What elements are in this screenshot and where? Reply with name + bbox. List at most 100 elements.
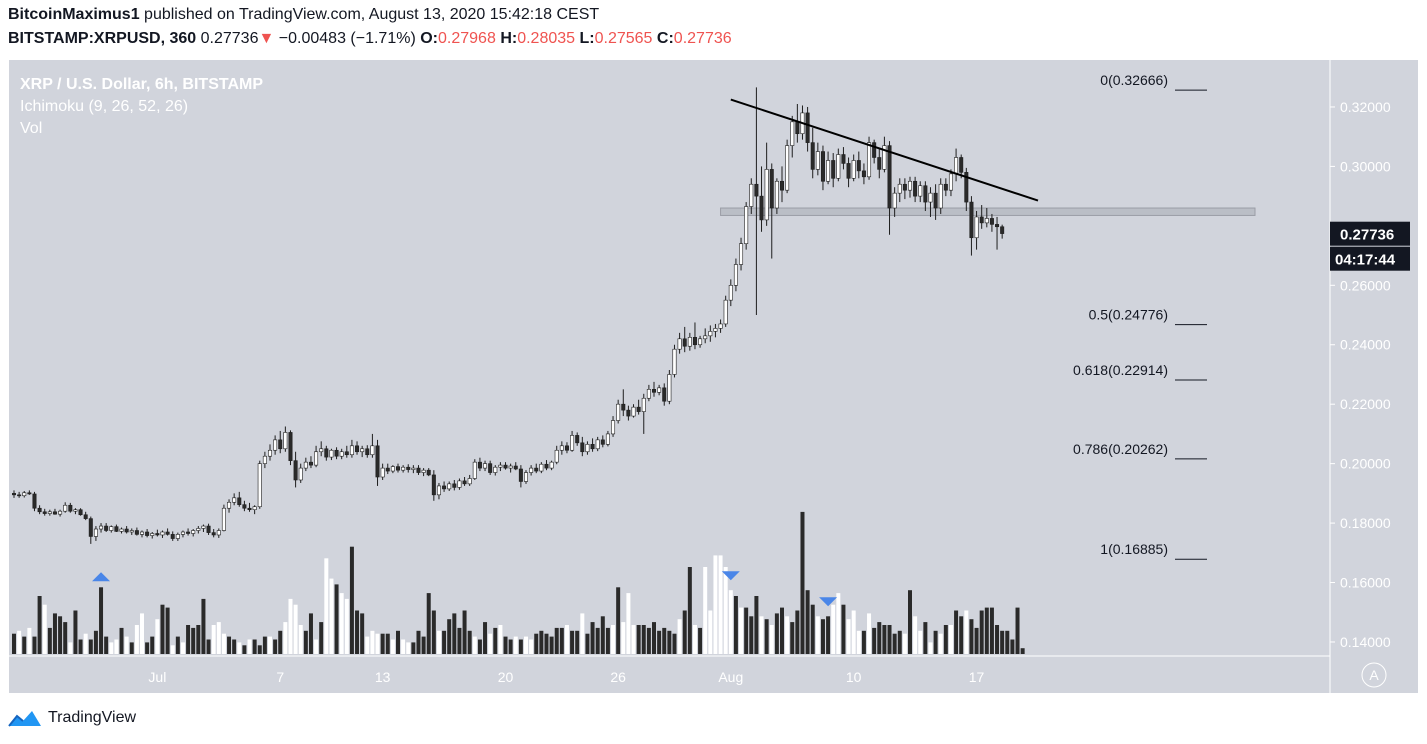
candle-body (288, 432, 293, 461)
candle-body (759, 195, 764, 221)
candle-body (416, 467, 421, 473)
candle-body (836, 154, 841, 179)
volume-bar (119, 627, 124, 654)
volume-bar (636, 625, 641, 654)
close-label: C: (656, 30, 674, 47)
open-value: 0.27968 (438, 30, 496, 47)
candle-body (334, 449, 339, 457)
candle-body (621, 403, 626, 411)
volume-bar (390, 639, 395, 654)
auto-scale-button (1361, 662, 1387, 688)
volume-bar (1020, 648, 1025, 654)
legend-title[interactable]: XRP / U.S. Dollar, 6h, BITSTAMP (20, 76, 264, 93)
candle-body (580, 442, 585, 453)
high-label: H: (500, 30, 518, 47)
candle-body (779, 180, 784, 191)
volume-bar (631, 625, 636, 654)
volume-bar (795, 610, 800, 654)
volume-bar (989, 607, 994, 654)
candle-body (52, 511, 57, 515)
candle-body (457, 480, 462, 488)
volume-bar (667, 630, 672, 654)
candle-body (682, 338, 687, 347)
volume-bar (549, 636, 554, 654)
candle-body (744, 206, 749, 244)
author-name[interactable]: BitcoinMaximus1 (8, 6, 140, 23)
volume-bar (508, 639, 513, 654)
volume-bar (1005, 630, 1010, 654)
volume-bar (790, 622, 795, 654)
volume-bar (365, 636, 370, 654)
candle-body (749, 183, 754, 207)
volume-bar (283, 622, 288, 654)
volume-bar (733, 596, 738, 654)
volume-bar (237, 642, 242, 654)
volume-bar (774, 613, 779, 654)
candle-body (754, 183, 759, 197)
candle-body (129, 530, 134, 533)
volume-bar (134, 625, 139, 654)
candle-body (897, 183, 902, 194)
candle-body (221, 507, 226, 531)
candle-body (529, 467, 534, 473)
candle-body (431, 474, 436, 496)
volume-bar (191, 627, 196, 654)
volume-bar (211, 625, 216, 654)
candle-body (63, 504, 68, 512)
volume-bar (273, 639, 278, 654)
volume-bar (948, 625, 953, 654)
legend-indicator[interactable]: Ichimoku (9, 26, 52, 26) (20, 98, 189, 115)
volume-bar (744, 607, 749, 654)
candle-body (421, 469, 426, 473)
descending-trendline (730, 98, 1039, 202)
symbol-label: BITSTAMP:XRPUSD, 360 (8, 30, 197, 47)
volume-bar (943, 625, 948, 654)
volume-bar (764, 619, 769, 654)
candle-body (32, 493, 37, 509)
candle-body (140, 531, 145, 535)
candle-body (831, 160, 836, 179)
x-tick-label: 26 (610, 669, 626, 685)
tradingview-logo-icon (8, 711, 41, 727)
candle-body (723, 299, 728, 325)
volume-bar (769, 625, 774, 654)
candle-body (626, 409, 631, 417)
candle-body (365, 448, 370, 456)
volume-bar (150, 636, 155, 654)
legend-volume[interactable]: Vol (20, 120, 43, 137)
candle-body (539, 463, 544, 472)
volume-bar (836, 593, 841, 654)
volume-bar (221, 633, 226, 654)
high-value: 0.28035 (517, 30, 576, 47)
y-tick-label: 0.30000 (1340, 158, 1391, 174)
volume-bar (355, 610, 360, 654)
candle-body (815, 151, 820, 170)
volume-bar (570, 630, 575, 654)
tradingview-footer[interactable]: TradingView (8, 708, 136, 728)
x-tick-label: Aug (718, 669, 743, 685)
volume-bar (344, 598, 349, 654)
candle-body (211, 532, 216, 536)
candle-body (145, 531, 150, 536)
volume-bar (646, 627, 651, 654)
candle-body (339, 451, 344, 457)
candle-body (959, 157, 964, 173)
volume-bar (421, 636, 426, 654)
volume-bar (406, 642, 411, 654)
candle-body (493, 466, 498, 473)
candle-body (907, 180, 912, 191)
candle-body (605, 433, 610, 445)
volume-bar (672, 633, 677, 654)
volume-bar (380, 633, 385, 654)
volume-bar (385, 633, 390, 654)
volume-bar (923, 622, 928, 654)
volume-bar (339, 593, 344, 654)
volume-bar (1010, 639, 1015, 654)
volume-bar (411, 642, 416, 654)
volume-bar (529, 639, 534, 654)
volume-bar (657, 630, 662, 654)
volume-bar (114, 639, 119, 654)
volume-bar (303, 630, 308, 654)
candle-body (636, 406, 641, 412)
